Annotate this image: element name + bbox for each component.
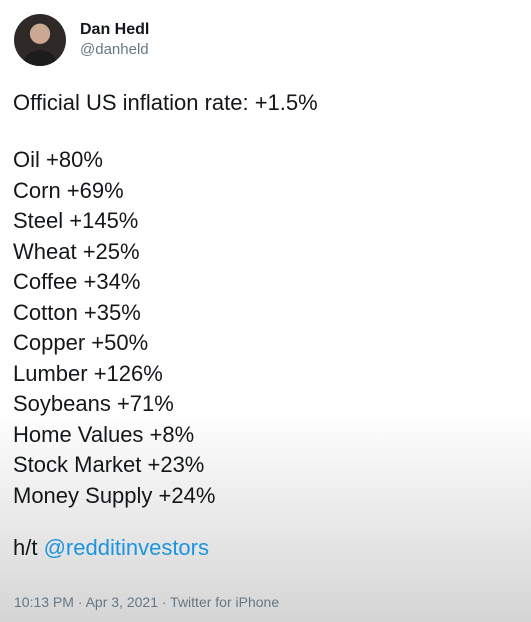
tweet-timestamp[interactable]: 10:13 PM · Apr 3, 2021 · Twitter for iPh… — [14, 594, 280, 610]
commodity-list: Oil +80% Corn +69% Steel +145% Wheat +25… — [13, 145, 318, 511]
author-names: Dan Hedl @danheld — [80, 20, 149, 60]
list-item: Corn +69% — [13, 177, 124, 203]
tweet-body: Official US inflation rate: +1.5% Oil +8… — [13, 88, 318, 564]
list-item: Cotton +35% — [13, 299, 141, 325]
list-item: Oil +80% — [13, 147, 103, 172]
list-item: Copper +50% — [13, 330, 149, 355]
mention-link[interactable]: @redditinvestors — [43, 535, 209, 560]
list-item: Soybeans +71% — [13, 391, 174, 416]
list-item: Stock Market +23% — [13, 452, 205, 477]
author-display-name[interactable]: Dan Hedl — [80, 21, 150, 38]
tweet-headline: Official US inflation rate: +1.5% — [13, 90, 318, 115]
list-item: Money Supply +24% — [13, 482, 216, 508]
list-item: Wheat +25% — [13, 238, 140, 264]
list-item: Home Values +8% — [13, 421, 195, 447]
hattip-prefix: h/t — [13, 535, 38, 560]
list-item: Steel +145% — [13, 208, 139, 233]
author-handle[interactable]: @danheld — [80, 41, 149, 58]
tweet-header: Dan Hedl @danheld — [14, 14, 149, 66]
avatar[interactable] — [14, 14, 66, 66]
list-item: Coffee +34% — [13, 269, 141, 294]
list-item: Lumber +126% — [13, 360, 163, 386]
hattip-line: h/t @redditinvestors — [13, 533, 318, 564]
